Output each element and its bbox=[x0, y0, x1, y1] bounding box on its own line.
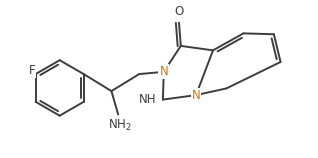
Text: N: N bbox=[192, 89, 200, 102]
Text: O: O bbox=[174, 5, 183, 18]
Text: F: F bbox=[29, 64, 35, 77]
Text: NH: NH bbox=[139, 93, 157, 106]
Text: N: N bbox=[159, 65, 168, 78]
Text: NH$_2$: NH$_2$ bbox=[107, 118, 131, 133]
